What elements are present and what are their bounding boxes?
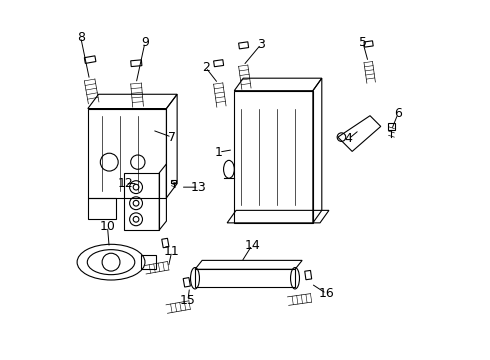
Text: 10: 10 — [99, 220, 116, 233]
Text: 13: 13 — [191, 181, 206, 194]
Text: 9: 9 — [141, 36, 149, 49]
Text: 3: 3 — [257, 38, 265, 51]
Text: 11: 11 — [164, 245, 180, 258]
Text: 14: 14 — [245, 239, 260, 252]
Text: 1: 1 — [215, 146, 223, 159]
Text: 7: 7 — [168, 131, 176, 144]
Text: 15: 15 — [180, 294, 196, 307]
Text: 6: 6 — [394, 107, 402, 120]
Text: 2: 2 — [202, 61, 210, 74]
Text: 5: 5 — [359, 36, 367, 49]
Text: 16: 16 — [318, 287, 334, 300]
Text: 8: 8 — [76, 31, 85, 44]
Text: 12: 12 — [118, 177, 133, 190]
Text: 4: 4 — [344, 132, 352, 145]
